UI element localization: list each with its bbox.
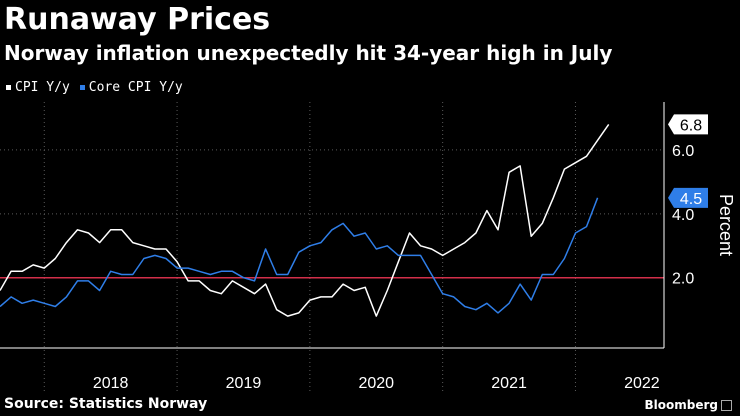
cpi-end-badge — [668, 114, 708, 135]
legend-label-core: Core CPI Y/y — [88, 80, 183, 95]
legend: CPI Y/y Core CPI Y/y — [6, 80, 183, 95]
x-tick-label: 2018 — [93, 375, 129, 392]
brand-icon — [721, 400, 732, 411]
source-note: Source: Statistics Norway — [4, 396, 208, 412]
x-tick-label: 2019 — [226, 375, 262, 392]
y-axis-title: Percent — [716, 194, 736, 256]
y-tick-label: 2.0 — [672, 271, 694, 288]
x-tick-label: 2020 — [358, 375, 394, 392]
legend-swatch-cpi — [6, 85, 11, 90]
cpi-end-label: 6.8 — [680, 117, 702, 134]
x-tick-label: 2021 — [491, 375, 527, 392]
chart-title: Runaway Prices — [4, 2, 271, 37]
core-end-label: 4.5 — [680, 191, 702, 208]
core-cpi-line — [0, 197, 599, 314]
cpi-line — [0, 123, 610, 317]
core-end-badge — [668, 187, 708, 208]
brand-logo: Bloomberg — [644, 398, 732, 412]
x-tick-label: 2022 — [624, 375, 660, 392]
legend-item-cpi: CPI Y/y — [6, 80, 70, 95]
brand-label: Bloomberg — [644, 398, 719, 412]
legend-swatch-core — [79, 85, 85, 90]
y-tick-label: 6.0 — [672, 143, 694, 160]
y-tick-label: 4.0 — [672, 207, 694, 224]
legend-item-core: Core CPI Y/y — [79, 80, 183, 95]
legend-label-cpi: CPI Y/y — [15, 80, 70, 95]
chart-subtitle: Norway inflation unexpectedly hit 34-yea… — [4, 41, 613, 65]
